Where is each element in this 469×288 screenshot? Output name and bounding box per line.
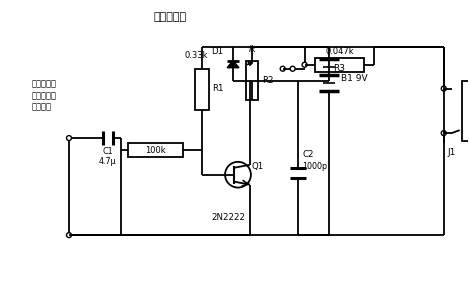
Text: 4.7μ: 4.7μ — [99, 157, 117, 166]
Text: 100k: 100k — [145, 146, 166, 156]
Text: R1: R1 — [212, 84, 224, 93]
Text: 1000p: 1000p — [303, 162, 328, 171]
Text: 音频输入: 音频输入 — [31, 103, 51, 112]
Bar — [246, 61, 258, 101]
Text: 0.047k: 0.047k — [325, 48, 354, 56]
Text: R2: R2 — [262, 76, 273, 85]
Polygon shape — [227, 60, 239, 68]
Text: 0.33k: 0.33k — [184, 51, 208, 60]
Text: R3: R3 — [333, 64, 345, 73]
Text: 红外发射机: 红外发射机 — [154, 12, 187, 22]
Text: 收音机等的: 收音机等的 — [31, 91, 56, 100]
Text: B1 9V: B1 9V — [341, 74, 368, 83]
Bar — [128, 143, 183, 157]
Bar — [315, 58, 364, 72]
Text: 来自电视机: 来自电视机 — [31, 79, 56, 88]
Text: Q1: Q1 — [252, 162, 264, 171]
Text: 2N2222: 2N2222 — [211, 213, 245, 222]
Text: J1: J1 — [447, 148, 456, 158]
Text: C2: C2 — [303, 150, 314, 159]
Text: Ik: Ik — [249, 46, 257, 54]
Bar — [461, 81, 469, 141]
Bar — [195, 69, 209, 110]
Text: C1: C1 — [102, 147, 113, 156]
Text: D1: D1 — [211, 48, 223, 56]
